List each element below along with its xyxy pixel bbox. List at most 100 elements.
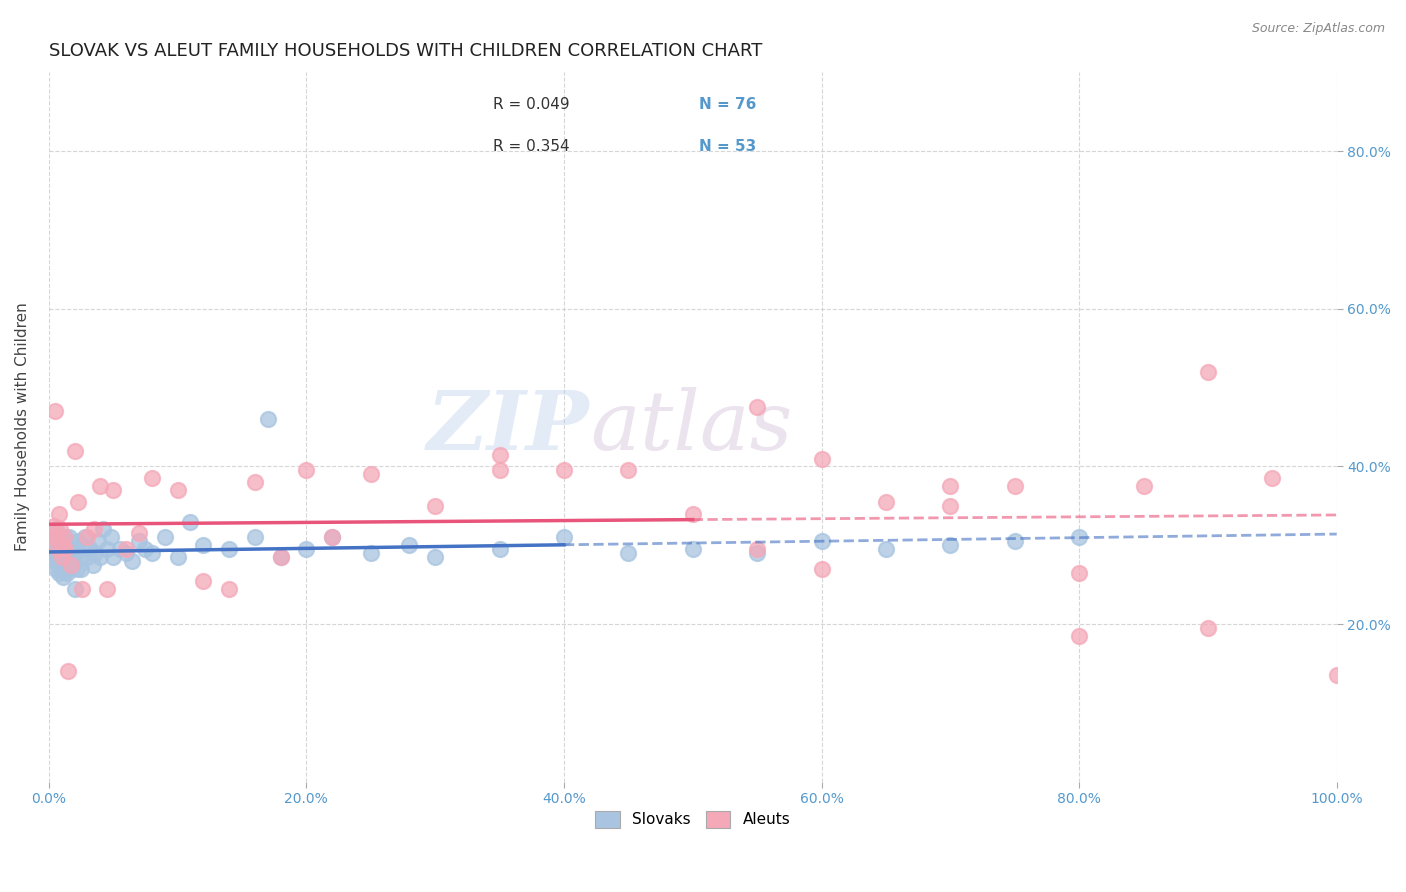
Point — [48, 530, 70, 544]
Point — [91, 523, 114, 537]
Point — [141, 471, 163, 485]
Point — [166, 483, 188, 497]
Text: N = 53: N = 53 — [699, 139, 756, 154]
Point — [218, 582, 240, 596]
Point — [243, 475, 266, 490]
Point — [55, 542, 77, 557]
Point — [398, 538, 420, 552]
Point — [270, 550, 292, 565]
Point — [51, 550, 73, 565]
Point — [423, 550, 446, 565]
Point — [49, 523, 72, 537]
Point — [1326, 668, 1348, 682]
Point — [153, 530, 176, 544]
Point — [45, 562, 67, 576]
Point — [49, 554, 72, 568]
Point — [76, 530, 98, 544]
Point — [875, 495, 897, 509]
Point — [617, 546, 640, 560]
Point — [82, 558, 104, 572]
Point — [360, 467, 382, 482]
Point — [79, 542, 101, 557]
Point — [55, 566, 77, 580]
Y-axis label: Family Households with Children: Family Households with Children — [15, 302, 30, 551]
Point — [682, 542, 704, 557]
Point — [141, 546, 163, 560]
Point — [270, 550, 292, 565]
Point — [53, 558, 76, 572]
Point — [100, 530, 122, 544]
Legend: Slovaks, Aleuts: Slovaks, Aleuts — [589, 805, 796, 834]
Text: Source: ZipAtlas.com: Source: ZipAtlas.com — [1251, 22, 1385, 36]
Point — [63, 582, 86, 596]
Point — [89, 550, 111, 565]
Point — [939, 499, 962, 513]
Point — [58, 562, 80, 576]
Point — [1004, 534, 1026, 549]
Point — [70, 582, 93, 596]
Point — [939, 538, 962, 552]
Point — [1132, 479, 1154, 493]
Point — [59, 558, 82, 572]
Point — [45, 523, 67, 537]
Point — [423, 499, 446, 513]
Point — [875, 542, 897, 557]
Point — [1197, 365, 1219, 379]
Point — [295, 542, 318, 557]
Point — [41, 546, 63, 560]
Point — [52, 538, 75, 552]
Point — [295, 463, 318, 477]
Text: R = 0.049: R = 0.049 — [494, 97, 569, 112]
Point — [256, 412, 278, 426]
Point — [53, 550, 76, 565]
Point — [67, 495, 90, 509]
Point — [1004, 479, 1026, 493]
Point — [321, 530, 343, 544]
Point — [44, 530, 66, 544]
Point — [810, 534, 832, 549]
Point — [193, 574, 215, 588]
Point — [96, 542, 118, 557]
Point — [58, 530, 80, 544]
Point — [96, 582, 118, 596]
Point — [128, 534, 150, 549]
Point — [45, 530, 67, 544]
Point — [745, 542, 768, 557]
Point — [84, 546, 107, 560]
Point — [810, 451, 832, 466]
Text: N = 76: N = 76 — [699, 97, 756, 112]
Point — [745, 546, 768, 560]
Point — [46, 558, 69, 572]
Point — [1197, 621, 1219, 635]
Point — [65, 546, 87, 560]
Point — [89, 479, 111, 493]
Point — [193, 538, 215, 552]
Point — [56, 542, 79, 557]
Point — [617, 463, 640, 477]
Point — [243, 530, 266, 544]
Point — [59, 554, 82, 568]
Point — [360, 546, 382, 560]
Point — [1069, 566, 1091, 580]
Point — [810, 562, 832, 576]
Point — [488, 542, 510, 557]
Point — [52, 570, 75, 584]
Point — [41, 530, 63, 544]
Point — [134, 542, 156, 557]
Point — [56, 554, 79, 568]
Point — [488, 448, 510, 462]
Point — [488, 463, 510, 477]
Point — [553, 530, 575, 544]
Point — [1069, 629, 1091, 643]
Point — [128, 526, 150, 541]
Point — [70, 562, 93, 576]
Point — [55, 542, 77, 557]
Point — [44, 554, 66, 568]
Point — [63, 443, 86, 458]
Point — [51, 546, 73, 560]
Point — [218, 542, 240, 557]
Point — [51, 562, 73, 576]
Point — [60, 542, 83, 557]
Point — [55, 530, 77, 544]
Text: R = 0.354: R = 0.354 — [494, 139, 569, 154]
